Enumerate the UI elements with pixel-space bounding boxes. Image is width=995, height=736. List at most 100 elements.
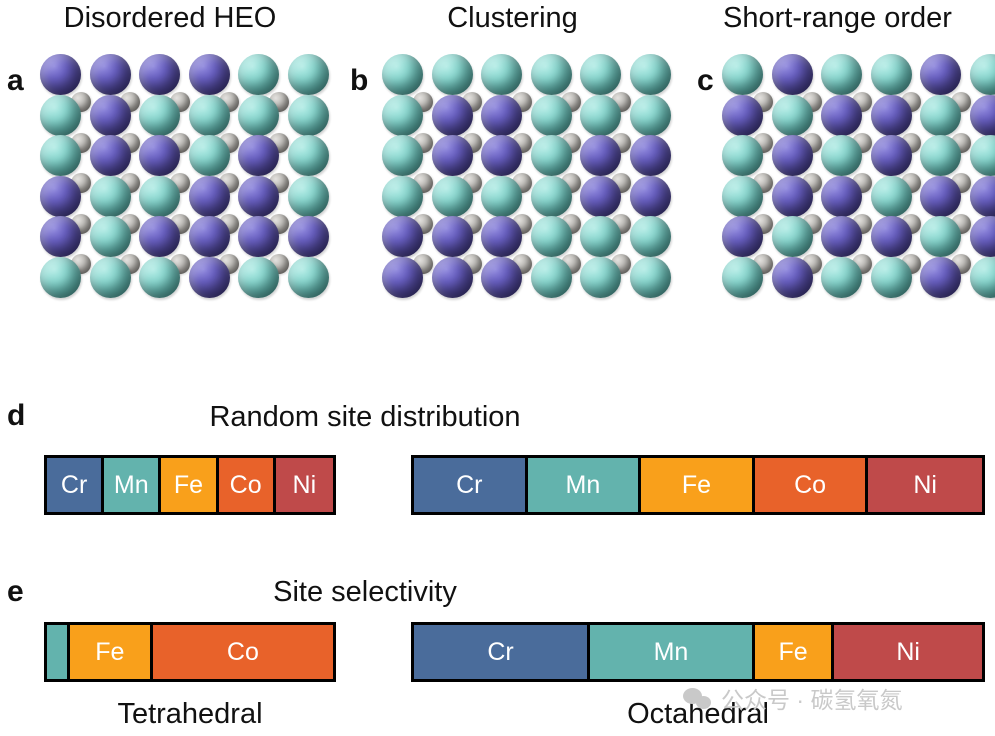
lattice-sphere-teal (870, 256, 912, 298)
bar-selectivity-octahedral[interactable]: Cr Mn Fe Ni (411, 622, 985, 682)
lattice-sphere-purple (431, 216, 473, 257)
column-title-short-range-order: Short-range order (723, 2, 952, 34)
caption-octahedral: Octahedral (627, 698, 769, 730)
bar-segment-label: Fe (681, 470, 712, 499)
lattice-sphere-purple (89, 54, 131, 95)
lattice-sphere-teal (530, 54, 572, 95)
bar-segment-ni[interactable]: Ni (275, 458, 333, 512)
bar-segment-fe[interactable]: Fe (161, 458, 219, 512)
lattice-sphere-teal (722, 256, 763, 298)
lattice-sphere-teal (481, 175, 522, 217)
lattice-sphere-teal (580, 54, 621, 95)
bar-segment-label: Fe (173, 470, 204, 499)
bar-segment-label: Fe (778, 637, 808, 666)
lattice-sphere-teal (969, 54, 995, 95)
bar-random-tetrahedral[interactable]: Cr Mn Fe Co Ni (44, 455, 336, 515)
lattice-sphere-purple (580, 175, 621, 217)
bar-segment-label: Ni (292, 470, 317, 499)
bar-segment-label: Mn (653, 637, 689, 666)
bar-segment-co[interactable]: Co (218, 458, 276, 512)
bar-segment-mn[interactable]: Mn (590, 625, 755, 679)
lattice-sphere-teal (188, 94, 230, 136)
bar-segment-mn[interactable]: Mn (527, 458, 642, 512)
lattice-sphere-teal (771, 216, 813, 257)
lattice-sphere-purple (287, 216, 329, 257)
row-title-site-selectivity: Site selectivity (273, 576, 457, 608)
bar-segment-label: Co (794, 470, 827, 499)
row-title-random-site-distribution: Random site distribution (209, 401, 521, 433)
lattice-sphere-purple (238, 175, 279, 217)
lattice-sphere-purple (431, 256, 473, 298)
lattice-sphere-teal (287, 54, 329, 95)
lattice-sphere-teal (969, 256, 995, 298)
lattice-sphere-teal (40, 94, 81, 136)
bar-segment-co[interactable]: Co (754, 458, 869, 512)
lattice-sphere-teal (580, 94, 621, 136)
lattice-sphere-teal (431, 175, 473, 217)
lattice-sphere-teal (238, 94, 279, 136)
bar-segment-label: Cr (60, 470, 88, 499)
lattice-sphere-purple (382, 256, 423, 298)
lattice-sphere-purple (870, 216, 912, 257)
lattice-disordered-heo (40, 54, 330, 309)
panel-label-b: b (350, 64, 369, 97)
lattice-sphere-purple (40, 175, 81, 217)
bar-segment-mn[interactable]: Mn (104, 458, 162, 512)
lattice-sphere-purple (238, 216, 279, 257)
lattice-sphere-purple (920, 54, 961, 95)
bar-segment-mn[interactable] (47, 625, 70, 679)
lattice-sphere-teal (722, 54, 763, 95)
lattice-sphere-teal (481, 54, 522, 95)
lattice-sphere-teal (821, 135, 862, 176)
lattice-sphere-teal (287, 135, 329, 176)
lattice-sphere-purple (40, 216, 81, 257)
lattice-sphere-purple (139, 135, 180, 176)
lattice-sphere-teal (722, 135, 763, 176)
bar-segment-ni[interactable]: Ni (834, 625, 982, 679)
lattice-sphere-purple (821, 216, 862, 257)
lattice-sphere-teal (40, 135, 81, 176)
lattice-sphere-purple (969, 94, 995, 136)
lattice-sphere-teal (629, 54, 671, 95)
lattice-sphere-teal (89, 175, 131, 217)
bar-segment-cr[interactable]: Cr (414, 458, 528, 512)
bar-segment-cr[interactable]: Cr (47, 458, 105, 512)
lattice-sphere-teal (629, 216, 671, 257)
lattice-sphere-teal (629, 94, 671, 136)
lattice-sphere-teal (382, 94, 423, 136)
lattice-sphere-purple (920, 175, 961, 217)
lattice-sphere-purple (238, 135, 279, 176)
bar-segment-label: Ni (913, 470, 937, 499)
lattice-sphere-purple (629, 175, 671, 217)
lattice-sphere-teal (139, 94, 180, 136)
lattice-sphere-teal (771, 94, 813, 136)
lattice-sphere-purple (481, 94, 522, 136)
lattice-sphere-purple (431, 94, 473, 136)
bar-segment-cr[interactable]: Cr (414, 625, 591, 679)
lattice-sphere-teal (530, 135, 572, 176)
caption-tetrahedral: Tetrahedral (117, 698, 263, 730)
lattice-sphere-teal (580, 256, 621, 298)
lattice-sphere-purple (722, 216, 763, 257)
lattice-sphere-teal (139, 175, 180, 217)
bar-selectivity-tetrahedral[interactable]: Fe Co (44, 622, 336, 682)
lattice-sphere-purple (89, 135, 131, 176)
bar-segment-fe[interactable]: Fe (754, 625, 835, 679)
bar-segment-fe[interactable]: Fe (641, 458, 755, 512)
lattice-sphere-teal (431, 54, 473, 95)
lattice-sphere-teal (238, 54, 279, 95)
lattice-sphere-teal (580, 216, 621, 257)
bar-random-octahedral[interactable]: Cr Mn Fe Co Ni (411, 455, 985, 515)
lattice-sphere-purple (139, 216, 180, 257)
lattice-sphere-teal (530, 175, 572, 217)
lattice-sphere-purple (771, 135, 813, 176)
lattice-sphere-purple (40, 54, 81, 95)
bar-segment-co[interactable]: Co (152, 625, 333, 679)
bar-segment-fe[interactable]: Fe (69, 625, 153, 679)
lattice-sphere-teal (89, 256, 131, 298)
bar-segment-ni[interactable]: Ni (868, 458, 982, 512)
lattice-sphere-teal (920, 216, 961, 257)
lattice-sphere-teal (629, 256, 671, 298)
lattice-sphere-teal (188, 135, 230, 176)
